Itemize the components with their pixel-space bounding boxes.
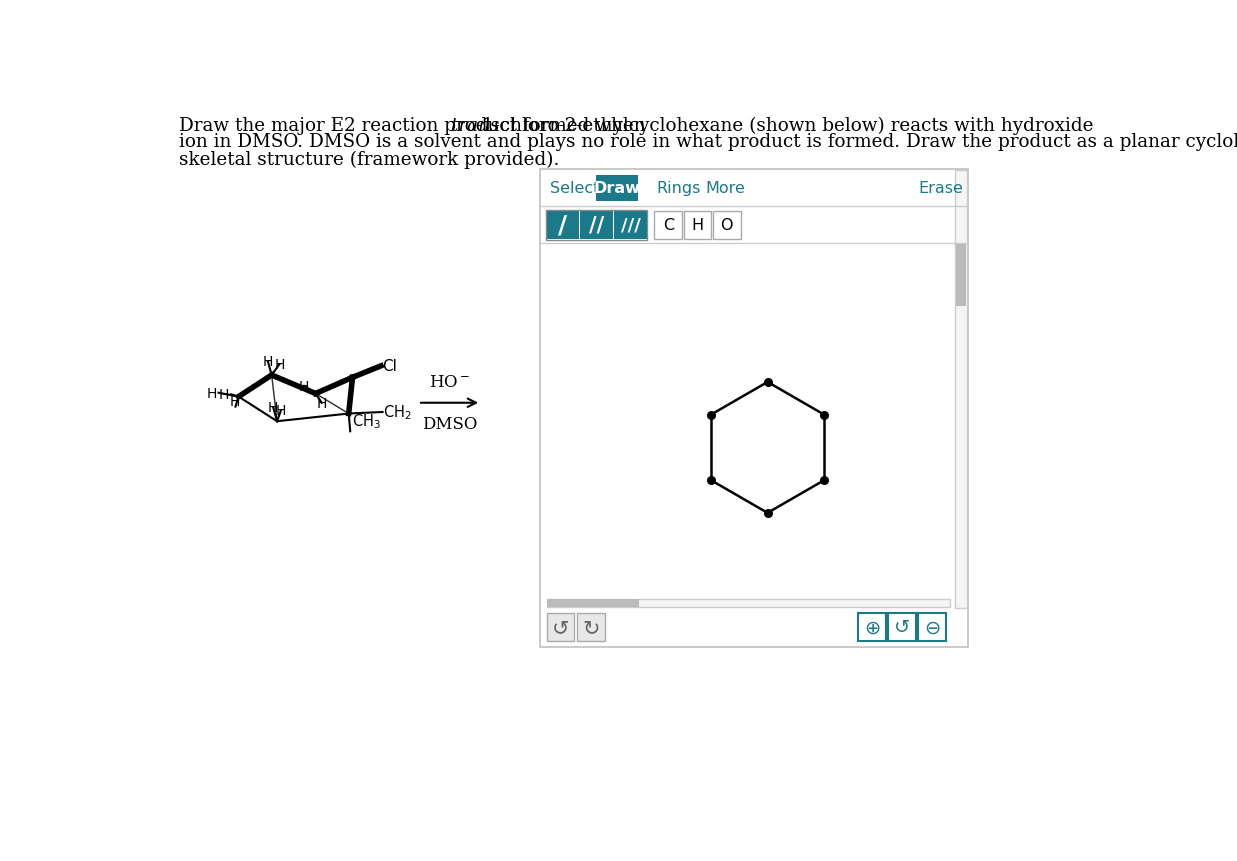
Text: ⊖: ⊖ [924,617,940,636]
Bar [956,245,966,307]
Text: H: H [276,404,286,418]
Bar [858,613,886,641]
Text: /: / [558,214,568,238]
Text: HO$^-$: HO$^-$ [429,374,470,391]
Text: ↺: ↺ [552,617,569,637]
Bar [541,170,967,647]
Text: -1-chloro-2-ethylcyclohexane (shown below) reacts with hydroxide: -1-chloro-2-ethylcyclohexane (shown belo… [476,116,1094,134]
Bar [615,212,647,239]
Bar [547,599,640,607]
Text: Cl: Cl [382,359,397,374]
Bar [578,613,605,641]
Text: H: H [691,218,704,233]
Text: H: H [262,355,273,369]
Text: ↺: ↺ [894,617,910,636]
Text: H: H [268,401,278,415]
Text: ⊕: ⊕ [865,617,881,636]
Bar [713,212,741,239]
Bar [580,212,612,239]
Bar [546,211,647,240]
Text: H: H [275,358,285,372]
Text: Select: Select [550,181,600,196]
Text: Erase: Erase [918,181,964,196]
Text: ion in DMSO. DMSO is a solvent and plays no role in what product is formed. Draw: ion in DMSO. DMSO is a solvent and plays… [179,133,1237,152]
Bar [654,212,682,239]
Bar [955,171,967,609]
Text: H: H [299,380,309,393]
Text: $\mathregular{CH_3}$: $\mathregular{CH_3}$ [351,412,381,430]
Text: H: H [219,387,229,402]
Text: DMSO: DMSO [422,416,477,432]
Text: More: More [705,181,745,196]
Bar [919,613,946,641]
Text: Rings: Rings [657,181,701,196]
Text: O: O [720,218,734,233]
Bar [596,176,638,201]
Text: C: C [663,218,674,233]
Text: //: // [589,215,604,236]
Bar [888,613,917,641]
Text: trans: trans [450,116,499,134]
Bar [547,613,574,641]
Text: H: H [207,387,216,400]
Bar [547,212,579,239]
Text: H: H [317,396,327,410]
Text: skeletal structure (framework provided).: skeletal structure (framework provided). [179,150,559,169]
Text: Draw the major E2 reaction product formed when: Draw the major E2 reaction product forme… [179,116,652,134]
Text: $\mathregular{CH_2}$: $\mathregular{CH_2}$ [383,403,412,422]
Bar [684,212,711,239]
Text: ///: /// [621,217,641,234]
Text: H: H [230,394,240,409]
Text: Draw: Draw [594,181,641,196]
Text: ↻: ↻ [583,617,600,637]
Bar [547,599,950,607]
